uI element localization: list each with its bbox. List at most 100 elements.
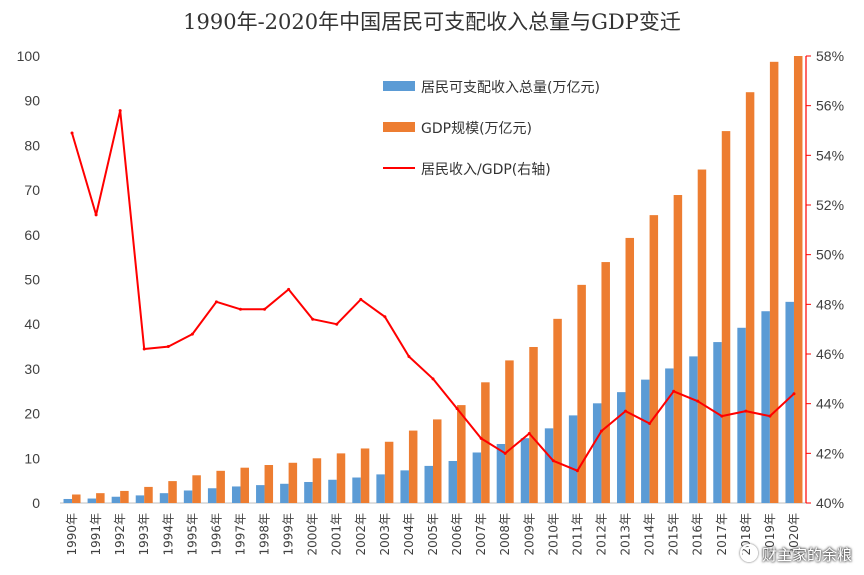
bar-income	[231, 486, 241, 503]
ratio-point	[287, 287, 291, 291]
bar-income	[400, 470, 409, 503]
legend-swatch-gdp	[383, 122, 415, 132]
bar-income	[159, 493, 169, 503]
bar-gdp	[457, 405, 466, 503]
ratio-point	[792, 392, 796, 396]
x-tick-label: 1994年	[161, 513, 175, 556]
bar-gdp	[433, 419, 442, 503]
y-left-tick-label: 80	[24, 137, 40, 153]
x-tick-label: 2001年	[330, 513, 344, 556]
ratio-point	[238, 307, 242, 311]
ratio-point	[768, 414, 772, 418]
bar-gdp	[649, 215, 659, 503]
x-tick-label: 1999年	[282, 513, 296, 556]
y-right-tick-label: 40%	[816, 495, 844, 511]
bar-income	[761, 311, 770, 503]
x-tick-label: 2019年	[763, 513, 777, 556]
bar-income	[689, 356, 698, 503]
bar-income	[424, 465, 433, 503]
ratio-point	[527, 431, 531, 435]
bar-gdp	[240, 467, 249, 503]
bar-income	[617, 392, 626, 503]
ratio-point	[431, 377, 435, 381]
y-right-tick-label: 54%	[816, 147, 844, 163]
ratio-point	[648, 422, 652, 426]
bar-income	[520, 438, 530, 503]
ratio-point	[166, 345, 170, 349]
bar-income	[256, 485, 265, 503]
bar-income	[592, 403, 602, 503]
bar-gdp	[769, 61, 779, 503]
bar-gdp	[144, 486, 153, 503]
ratio-point	[214, 300, 218, 304]
x-tick-label: 2016年	[691, 513, 705, 556]
legend-label: GDP规模(万亿元)	[421, 121, 532, 137]
bar-gdp	[577, 284, 586, 503]
bar-gdp	[793, 56, 803, 503]
bar-income	[472, 452, 482, 503]
y-left-tick-label: 0	[32, 495, 40, 511]
watermark-text: 财主家的余粮	[761, 546, 852, 564]
ratio-point	[359, 297, 363, 301]
ratio-point	[624, 409, 628, 413]
y-right-tick-label: 48%	[816, 296, 844, 312]
bar-gdp	[96, 493, 105, 503]
y-left-tick-label: 40	[24, 316, 40, 332]
bar-gdp	[264, 465, 274, 503]
bar-income	[207, 488, 217, 503]
ratio-point	[383, 315, 387, 319]
bar-income	[304, 481, 313, 503]
bar-income	[352, 477, 361, 503]
bar-income	[376, 474, 385, 503]
x-tick-label: 2008年	[498, 513, 512, 556]
bar-income	[328, 479, 337, 503]
x-tick-label: 2006年	[450, 513, 464, 556]
line-layer	[70, 109, 796, 473]
x-tick-label: 1996年	[209, 513, 223, 556]
chart-title: 1990年-2020年中国居民可支配收入总量与GDP变迁	[183, 10, 681, 34]
ratio-point	[70, 131, 74, 135]
bar-income	[713, 342, 722, 503]
x-tick-label: 1998年	[258, 513, 272, 556]
ratio-point	[311, 317, 315, 321]
y-left-tick-label: 60	[24, 227, 40, 243]
bar-gdp	[72, 494, 81, 503]
ratio-point	[455, 407, 459, 411]
bar-income	[87, 498, 97, 503]
bar-gdp	[697, 169, 707, 503]
y-right-tick-label: 42%	[816, 445, 844, 461]
bar-gdp	[553, 318, 562, 503]
ratio-point	[479, 436, 483, 440]
x-tick-label: 1991年	[89, 513, 103, 556]
x-tick-label: 2003年	[378, 513, 392, 556]
bars	[63, 56, 803, 503]
x-tick-label: 2010年	[546, 513, 560, 556]
ratio-point	[575, 469, 579, 473]
bar-income	[544, 428, 554, 503]
y-right-tick-label: 52%	[816, 197, 844, 213]
x-tick-label: 2015年	[667, 513, 681, 556]
bar-income	[641, 379, 650, 503]
x-tick-label: 2012年	[594, 513, 608, 556]
ratio-point	[599, 429, 603, 433]
y-left-tick-label: 90	[24, 93, 40, 109]
bar-gdp	[168, 481, 177, 503]
ratio-point	[407, 354, 411, 358]
bar-gdp	[336, 453, 346, 503]
x-tick-label: 1992年	[113, 513, 127, 556]
x-tick-label: 1995年	[185, 513, 199, 556]
bar-gdp	[312, 458, 322, 503]
ratio-point	[696, 399, 700, 403]
y-left-tick-label: 50	[24, 272, 40, 288]
ratio-point	[335, 322, 339, 326]
y-right-tick-label: 56%	[816, 98, 844, 114]
bar-gdp	[745, 92, 755, 503]
ratio-point	[190, 332, 194, 336]
bar-income	[496, 443, 506, 503]
bar-income	[448, 460, 458, 503]
x-tick-label: 2007年	[474, 513, 488, 556]
bar-gdp	[673, 195, 683, 503]
bar-income	[135, 495, 145, 503]
bar-income	[785, 301, 794, 503]
